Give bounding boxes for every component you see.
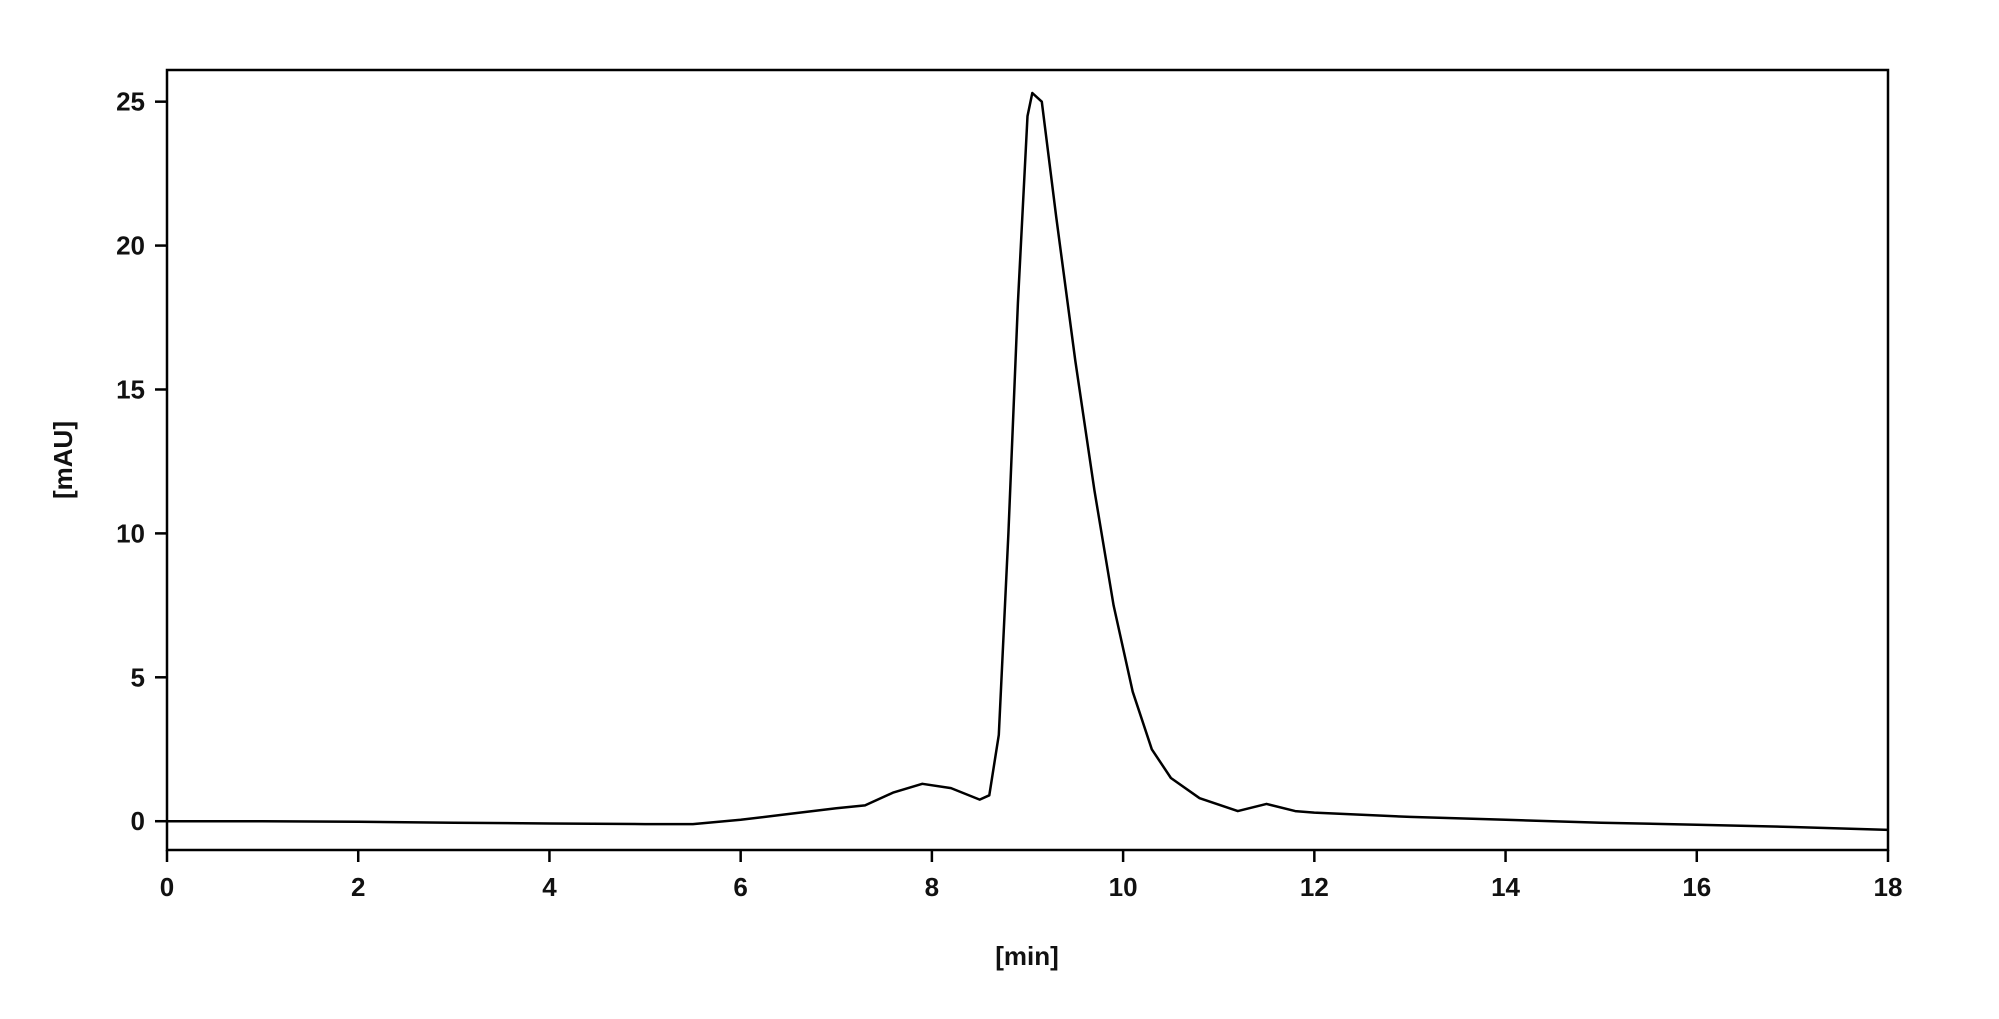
plot-frame	[165, 68, 1890, 852]
y-tick-label: 15	[116, 374, 145, 404]
x-tick-label: 14	[1491, 872, 1520, 902]
x-tick-label: 0	[160, 872, 174, 902]
x-tick-label: 8	[925, 872, 939, 902]
y-tick-label: 25	[116, 87, 145, 117]
y-axis-label: [mAU]	[48, 421, 78, 499]
data-line	[167, 91, 1889, 832]
x-tick-label: 18	[1874, 872, 1903, 902]
y-tick-label: 5	[131, 662, 145, 692]
x-tick-label: 4	[542, 872, 557, 902]
y-tick-label: 20	[116, 231, 145, 261]
x-axis-label: [min]	[995, 941, 1059, 971]
x-tick-label: 16	[1682, 872, 1711, 902]
x-tick-label: 6	[733, 872, 747, 902]
x-tick-label: 12	[1300, 872, 1329, 902]
x-tick-label: 2	[351, 872, 365, 902]
y-tick-label: 10	[116, 518, 145, 548]
x-tick-label: 10	[1109, 872, 1138, 902]
y-tick-label: 0	[131, 806, 145, 836]
